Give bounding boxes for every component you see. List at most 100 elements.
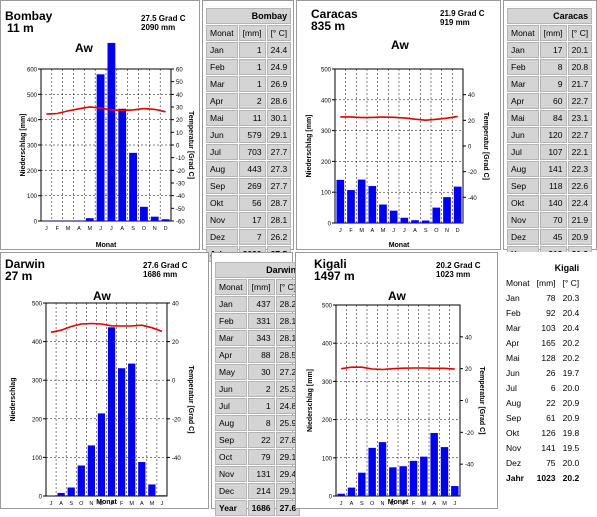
y-tick-label: 400 — [321, 98, 332, 104]
y2-tick-label: 0 — [465, 399, 469, 405]
cell-temp: 20.9 — [567, 229, 593, 245]
chart-panel-kigali: Kigali 1497 m 20.2 Grad C 1023 mm Aw 0 10… — [295, 252, 498, 509]
precip-bar — [129, 152, 137, 221]
y2-tick-label: -10 — [176, 156, 185, 162]
station-altitude: 835 m — [311, 19, 346, 33]
cell-month: Okt — [503, 426, 533, 440]
cell-precip: 22 — [247, 432, 275, 448]
cell-precip: 128 — [533, 351, 559, 365]
temp-summary: 27.6 Grad C — [143, 261, 188, 270]
y2-tick-label: 30 — [176, 106, 183, 112]
cell-temp: 26.9 — [266, 76, 292, 92]
table-title: Bombay — [206, 8, 292, 24]
cell-month: Dez — [503, 456, 533, 470]
climate-table-kigali: Kigali Monat [mm] [° C] Jan 78 20.3 Feb 92 20.4 M… — [502, 260, 583, 486]
x-tick-label: A — [77, 226, 81, 232]
x-tick-label: F — [412, 501, 416, 507]
y2-tick-label: 40 — [468, 93, 475, 99]
cell-temp: 28.2 — [275, 296, 301, 312]
cell-temp: 20.2 — [559, 351, 583, 365]
cell-month: Monat — [215, 279, 247, 295]
cell-month: Sep — [503, 411, 533, 425]
cell-month: Mai — [206, 110, 238, 126]
y2-tick-label: -20 — [172, 417, 181, 423]
cell-month: Sep — [507, 178, 539, 194]
cell-temp: 20.0 — [559, 381, 583, 395]
cell-temp: 20.4 — [559, 321, 583, 335]
cell-precip: [mm] — [533, 276, 559, 290]
cell-temp: [° C] — [266, 25, 292, 41]
y2-tick-label: -20 — [465, 431, 474, 437]
table-row: Nov 131 29.4 — [215, 466, 301, 482]
cell-precip: 2 — [247, 381, 275, 397]
cell-month: Apr — [215, 347, 247, 363]
climate-table-caracas: Caracas Monat [mm] [° C] Jan 17 20.1 Feb 8 20.8 M… — [506, 7, 593, 263]
cell-precip: 8 — [539, 59, 567, 75]
table-row: Feb 1 24.9 — [206, 59, 292, 75]
cell-month: Mar — [507, 76, 539, 92]
y2-tick-label: 40 — [465, 335, 472, 341]
table-row: Nov 70 21.9 — [507, 212, 593, 228]
precip-bar — [347, 190, 355, 223]
cell-month: Feb — [206, 59, 238, 75]
precip-bar — [42, 220, 51, 222]
y-axis-label: Niederschlag — [10, 378, 17, 422]
cell-temp: 28.1 — [266, 212, 292, 228]
cell-precip: 141 — [533, 441, 559, 455]
x-tick-label: M — [66, 226, 71, 232]
climate-table-bombay: Bombay Monat [mm] [° C] Jan 1 24.4 Feb 1 24.9 Mar… — [205, 7, 292, 263]
cell-precip: 9 — [539, 76, 567, 92]
cell-temp: 27.3 — [266, 161, 292, 177]
cell-precip: 214 — [247, 483, 275, 499]
cell-precip: 84 — [539, 110, 567, 126]
table-row: Mar 103 20.4 — [503, 321, 583, 335]
y2-axis-label: Temperatur [Grad C] — [187, 366, 194, 434]
cell-precip: 7 — [238, 229, 266, 245]
y-tick-label: 200 — [322, 418, 333, 424]
cell-temp: 20.8 — [567, 59, 593, 75]
plot-frame — [335, 304, 461, 497]
table-row: Aug 141 22.3 — [507, 161, 593, 177]
cell-precip: 92 — [533, 306, 559, 320]
station-altitude: 27 m — [5, 269, 33, 283]
chart-panel-caracas: Caracas 835 m 21.9 Grad C 919 mm Aw 0 100… — [296, 0, 501, 250]
precip-bar — [451, 486, 459, 496]
table-header-row: Monat [mm] [° C] — [206, 25, 292, 41]
chart-panel-darwin: Darwin 27 m 27.6 Grad C 1686 mm Aw 0 100 2… — [0, 252, 209, 509]
y-tick-label: 100 — [27, 194, 38, 200]
table-row: Sep 22 27.8 — [215, 432, 301, 448]
cell-precip: 443 — [238, 161, 266, 177]
table-row: Jan 1 24.4 — [206, 42, 292, 58]
x-tick-label: M — [129, 501, 134, 507]
precip-summary: 1686 mm — [143, 270, 178, 279]
y2-tick-label: 20 — [176, 118, 183, 124]
cell-temp: 20.4 — [559, 306, 583, 320]
table-row: Mai 11 30.1 — [206, 110, 292, 126]
cell-month: Jun — [503, 366, 533, 380]
table-row: Jan 17 20.1 — [507, 42, 593, 58]
table-row: Mar 1 26.9 — [206, 76, 292, 92]
table-row: Okt 140 22.4 — [507, 195, 593, 211]
temp-summary: 20.2 Grad C — [436, 261, 481, 270]
summary-block: 21.9 Grad C 919 mm — [440, 9, 484, 27]
precip-bar — [420, 456, 428, 496]
y-tick-label: 300 — [32, 379, 43, 385]
cell-month: Nov — [215, 466, 247, 482]
cell-month: Aug — [507, 161, 539, 177]
summary-block: 20.2 Grad C 1023 mm — [436, 261, 480, 279]
precip-bar — [347, 487, 356, 496]
cell-temp: 24.8 — [275, 398, 301, 414]
x-tick-label: A — [350, 501, 354, 507]
x-axis-label: Monat — [96, 499, 117, 506]
table-header-row: Monat [mm] [° C] — [215, 279, 301, 295]
cell-precip: 165 — [533, 336, 559, 350]
climate-code: Aw — [391, 38, 409, 52]
y2-tick-label: 20 — [465, 367, 472, 373]
x-tick-label: J — [99, 226, 102, 232]
temperature-line — [46, 106, 166, 115]
temperature-line — [341, 366, 455, 371]
cell-temp: 22.6 — [567, 178, 593, 194]
y-axis-label: Niederschlag [mm] — [20, 113, 27, 176]
cell-precip: [mm] — [539, 25, 567, 41]
